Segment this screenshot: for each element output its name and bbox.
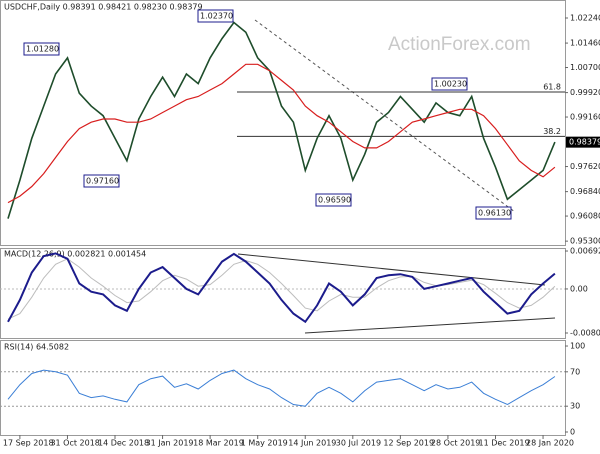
x-tick-label: 1 May 2019	[241, 439, 288, 448]
last-price-label: 0.98379	[569, 138, 600, 147]
y-tick-label: 1.00700	[570, 63, 600, 72]
x-tick-label: 12 Sep 2019	[383, 439, 434, 448]
x-tick-label: 14 Jun 2019	[288, 439, 336, 448]
y-tick-label: 0.00	[570, 284, 588, 293]
rsi-title: RSI(14) 64.5082	[4, 343, 69, 352]
moving-average	[7, 63, 556, 204]
y-tick-label: 70	[570, 367, 580, 376]
macd-trend-line	[237, 253, 546, 286]
y-tick-label: 1.01460	[570, 39, 600, 48]
x-tick-label: 31 Oct 2018	[50, 439, 99, 448]
y-tick-label: 0.006927	[570, 247, 600, 256]
annotation: 0.97160	[86, 177, 119, 186]
annotation-box	[83, 174, 120, 188]
annotation-box	[431, 77, 468, 91]
chart-title: USDCHF,Daily 0.98391 0.98421 0.98230 0.9…	[4, 3, 203, 12]
price-panel	[0, 0, 566, 246]
macd-panel	[0, 248, 566, 339]
annotation-box	[475, 206, 512, 220]
y-tick-label: 0	[570, 427, 575, 436]
y-tick-label: 30	[570, 402, 580, 411]
macd-main	[7, 252, 556, 324]
y-tick-label: 0.95300	[570, 237, 600, 246]
fib-label: 61.8	[543, 82, 561, 91]
y-tick-label: 1.02240	[570, 14, 600, 23]
y-tick-label: 100	[570, 342, 585, 351]
x-tick-label: 11 Dec 2019	[478, 439, 529, 448]
annotation-box	[197, 9, 234, 23]
y-tick-label: 0.99160	[570, 113, 600, 122]
x-tick-label: 17 Sep 2018	[3, 439, 54, 448]
y-tick-label: 0.99920	[570, 88, 600, 97]
macd-trend-line	[304, 317, 556, 334]
annotation: 0.96130	[478, 209, 511, 218]
last-price-box	[566, 136, 600, 148]
annotation-box	[315, 193, 352, 207]
watermark: ActionForex.com	[388, 34, 531, 55]
x-tick-label: 28 Jan 2020	[526, 439, 574, 448]
rsi-line	[7, 369, 556, 407]
annotation-box	[23, 42, 60, 56]
fib-label: 38.2	[543, 127, 561, 136]
rsi-panel	[0, 340, 566, 436]
macd-title: MACD(12,26,9) 0.002821 0.001454	[4, 250, 146, 259]
macd-signal	[7, 258, 556, 320]
y-tick-label: -0.008049	[570, 329, 600, 338]
annotation: 1.01280	[26, 45, 59, 54]
y-tick-label: 0.96840	[570, 187, 600, 196]
x-tick-label: 31 Jan 2019	[146, 439, 194, 448]
annotation: 1.02370	[200, 12, 233, 21]
annotation: 1.00230	[434, 80, 467, 89]
annotation: 0.96590	[318, 196, 351, 205]
x-tick-label: 14 Dec 2018	[98, 439, 149, 448]
y-tick-label: 0.96080	[570, 212, 600, 221]
x-tick-label: 28 Oct 2019	[431, 439, 480, 448]
x-tick-label: 18 Mar 2019	[193, 439, 244, 448]
x-tick-label: 30 Jul 2019	[336, 439, 381, 448]
y-tick-label: 0.97620	[570, 162, 600, 171]
